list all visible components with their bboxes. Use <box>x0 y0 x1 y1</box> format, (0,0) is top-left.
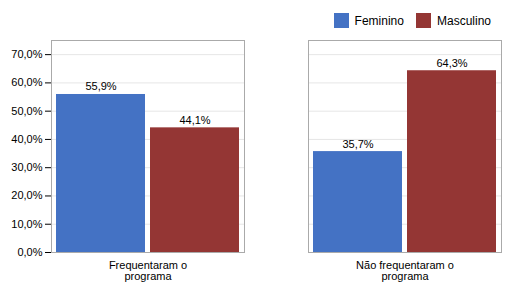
svg-text:44,1%: 44,1% <box>179 114 210 126</box>
svg-text:Frequentaram oprograma: Frequentaram oprograma <box>109 259 187 282</box>
svg-text:Não frequentaram oprograma: Não frequentaram oprograma <box>356 259 454 282</box>
svg-text:40,0%: 40,0% <box>11 133 42 145</box>
svg-text:55,9%: 55,9% <box>85 80 116 92</box>
svg-text:60,0%: 60,0% <box>11 76 42 88</box>
svg-text:10,0%: 10,0% <box>11 218 42 230</box>
svg-text:70,0%: 70,0% <box>11 48 42 60</box>
svg-text:0,0%: 0,0% <box>17 246 42 258</box>
svg-text:35,7%: 35,7% <box>342 138 373 150</box>
svg-text:30,0%: 30,0% <box>11 161 42 173</box>
svg-text:20,0%: 20,0% <box>11 189 42 201</box>
svg-text:64,3%: 64,3% <box>436 57 467 69</box>
html-text:Feminino: Feminino <box>354 13 404 28</box>
svg-text:50,0%: 50,0% <box>11 105 42 117</box>
html-text:Masculino: Masculino <box>437 13 491 28</box>
